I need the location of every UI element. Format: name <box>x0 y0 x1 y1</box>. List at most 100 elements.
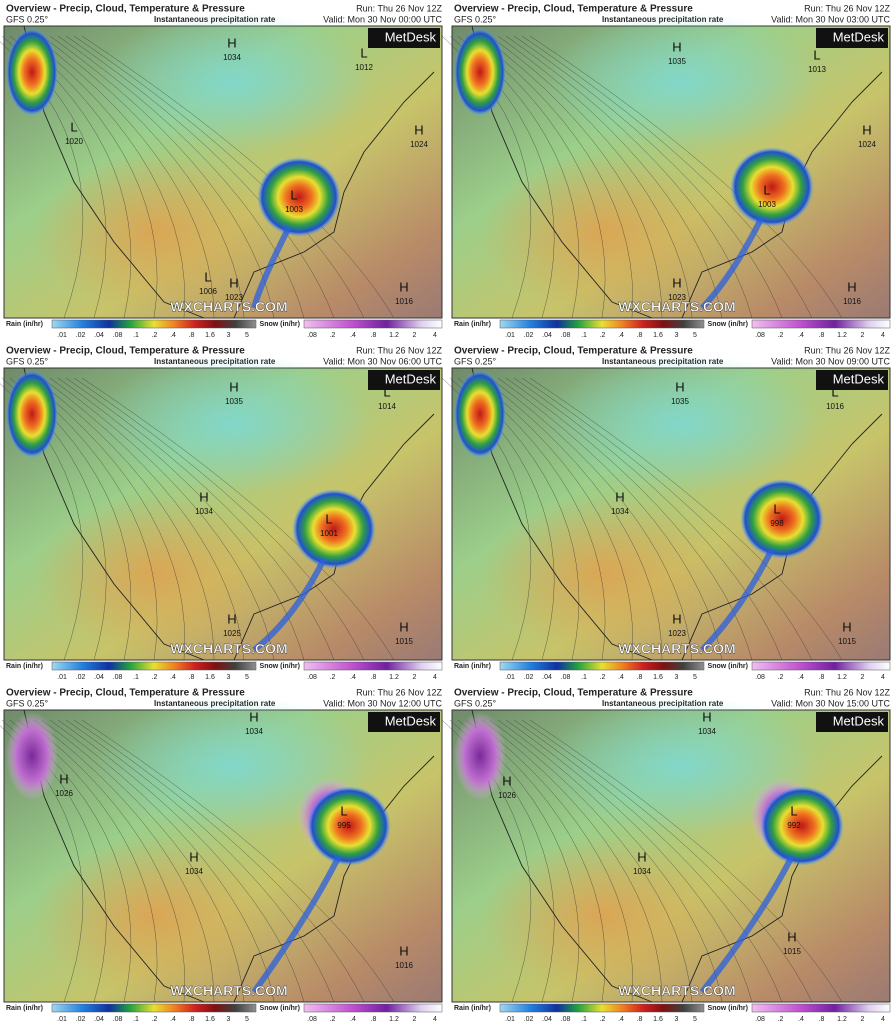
panel-title: Overview - Precip, Cloud, Temperature & … <box>6 688 245 699</box>
pressure-type: H <box>399 619 408 634</box>
pressure-type: L <box>290 187 297 202</box>
rain-tick: .01 <box>57 332 67 339</box>
logo-box <box>368 712 440 732</box>
pressure-type: H <box>502 773 511 788</box>
isobar <box>41 35 245 319</box>
pressure-value: 1034 <box>698 727 716 736</box>
watermark: WXCHARTS.COM <box>170 299 287 315</box>
rain-tick: .04 <box>542 1016 552 1023</box>
pressure-type: H <box>672 611 681 626</box>
logo-box <box>816 370 888 390</box>
pressure-type: L <box>773 501 780 516</box>
rain-tick: .08 <box>561 1016 571 1023</box>
model-label: GFS 0.25° <box>6 698 49 708</box>
rain-tick: .4 <box>618 1016 624 1023</box>
rain-tick: .08 <box>113 674 123 681</box>
isobar <box>57 719 305 1003</box>
warm-air <box>34 836 274 996</box>
watermark: WXCHARTS.COM <box>618 299 735 315</box>
rain-tick: 5 <box>693 674 697 681</box>
isobar <box>489 719 693 1003</box>
pressure-value: 1024 <box>410 140 428 149</box>
pressure-value: 1035 <box>671 397 689 406</box>
map-panel: Overview - Precip, Cloud, Temperature & … <box>0 687 443 1023</box>
precip-west <box>6 712 58 800</box>
snow-tick: 1.2 <box>389 332 399 339</box>
rain-tick: .02 <box>524 674 534 681</box>
rain-tick: 5 <box>693 1016 697 1023</box>
precip-west <box>454 28 506 116</box>
rain-tick: .1 <box>581 674 587 681</box>
pressure-value: 1034 <box>195 507 213 516</box>
pressure-type: L <box>204 269 211 284</box>
snow-colorbar <box>751 1003 891 1013</box>
isobar <box>505 719 753 1003</box>
map-panel: Overview - Precip, Cloud, Temperature & … <box>441 687 891 1023</box>
rain-tick: 1.6 <box>205 1016 215 1023</box>
precip-storm <box>292 489 376 569</box>
pressure-type: H <box>787 929 796 944</box>
snow-tick: 4 <box>433 674 437 681</box>
pressure-value: 1014 <box>378 402 396 411</box>
pressure-type: L <box>813 47 820 62</box>
panel-title: Overview - Precip, Cloud, Temperature & … <box>6 4 245 15</box>
rain-tick: 1.6 <box>653 674 663 681</box>
pressure-type: H <box>227 35 236 50</box>
snow-tick: .4 <box>798 1016 804 1023</box>
isobar <box>41 719 245 1003</box>
cold-air <box>94 12 374 152</box>
isobar <box>49 377 275 661</box>
map-panel: Overview - Precip, Cloud, Temperature & … <box>0 345 443 681</box>
pressure-value: 998 <box>770 519 784 528</box>
snow-colorbar <box>303 1003 443 1013</box>
pressure-type: H <box>847 279 856 294</box>
isobar <box>481 719 663 1003</box>
rain-tick: .4 <box>618 332 624 339</box>
rain-tick: 3 <box>675 1016 679 1023</box>
pressure-type: H <box>399 943 408 958</box>
pressure-type: H <box>227 611 236 626</box>
isobar <box>497 377 723 661</box>
isobar <box>505 377 753 661</box>
rain-tick: .4 <box>618 674 624 681</box>
rain-tick: .2 <box>152 674 158 681</box>
cold-air <box>94 354 374 494</box>
logo: MetDesk <box>385 371 437 386</box>
pressure-value: 1026 <box>55 789 73 798</box>
precip-front <box>251 854 342 994</box>
rain-tick: .1 <box>581 332 587 339</box>
pressure-value: 1016 <box>395 297 413 306</box>
isobar <box>521 377 813 661</box>
rain-tick: .8 <box>637 1016 643 1023</box>
valid-label: Valid: Mon 30 Nov 00:00 UTC <box>323 14 442 24</box>
pressure-type: H <box>675 379 684 394</box>
snow-tick: 2 <box>413 332 417 339</box>
pressure-type: L <box>790 803 797 818</box>
run-label: Run: Thu 26 Nov 12Z <box>356 3 442 13</box>
isobar <box>529 377 843 661</box>
rain-colorbar <box>51 319 257 329</box>
rain-colorbar <box>499 319 705 329</box>
rain-label: Rain (in/hr) <box>454 1005 491 1012</box>
snow-tick: .8 <box>819 674 825 681</box>
isobar <box>33 719 215 1003</box>
rain-tick: .01 <box>505 332 515 339</box>
precip-storm <box>307 786 391 866</box>
snow-tick: .08 <box>307 1016 317 1023</box>
isobar <box>473 377 634 661</box>
model-label: GFS 0.25° <box>6 14 49 24</box>
rain-tick: .02 <box>76 1016 86 1023</box>
pressure-type: L <box>763 182 770 197</box>
pressure-value: 1023 <box>225 293 243 302</box>
pressure-value: 1034 <box>185 867 203 876</box>
precip-storm <box>760 786 844 866</box>
rain-tick: .04 <box>94 1016 104 1023</box>
snow-tick: .4 <box>350 1016 356 1023</box>
model-label: GFS 0.25° <box>454 14 497 24</box>
rain-colorbar <box>499 661 705 671</box>
isobar <box>81 377 395 661</box>
isobar <box>57 35 305 319</box>
snow-tick: .4 <box>798 674 804 681</box>
rain-tick: .4 <box>170 674 176 681</box>
